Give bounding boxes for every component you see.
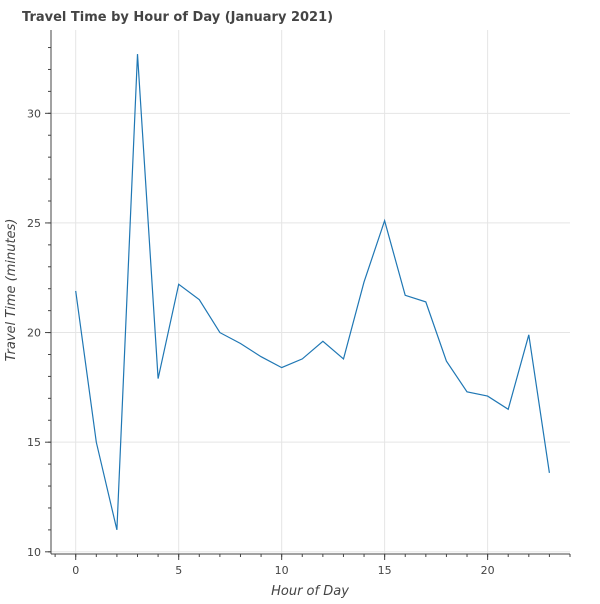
x-tick-label: 5 xyxy=(175,564,182,577)
chart-title: Travel Time by Hour of Day (January 2021… xyxy=(22,10,333,25)
y-tick-label: 25 xyxy=(27,217,41,230)
x-tick-label: 15 xyxy=(378,564,392,577)
grid-lines xyxy=(51,30,570,554)
x-tick-label: 0 xyxy=(72,564,79,577)
data-series xyxy=(75,54,550,531)
y-tick-label: 10 xyxy=(27,546,41,559)
axes: 0 5 10 15 20 10 15 20 25 30 xyxy=(27,30,571,577)
y-axis-label: Travel Time (minutes) xyxy=(4,219,19,362)
x-tick-label: 10 xyxy=(275,564,289,577)
y-tick-label: 30 xyxy=(27,107,41,120)
travel-time-line xyxy=(75,54,550,531)
y-tick-label: 15 xyxy=(27,436,41,449)
y-tick-label: 20 xyxy=(27,327,41,340)
x-tick-label: 20 xyxy=(481,564,495,577)
x-axis-label: Hour of Day xyxy=(271,584,349,599)
